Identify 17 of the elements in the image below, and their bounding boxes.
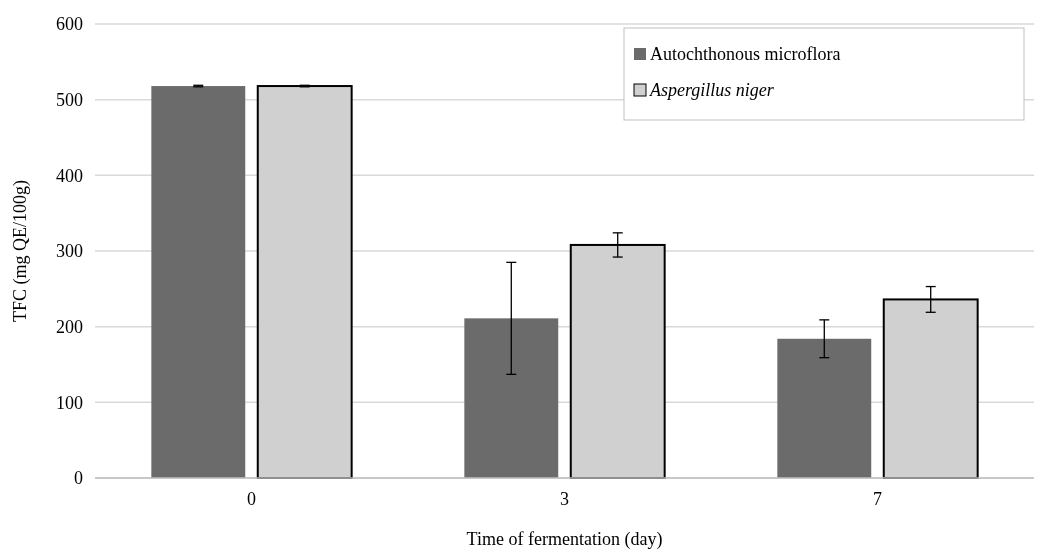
bar — [151, 86, 246, 478]
bar — [777, 338, 872, 478]
x-axis-title: Time of fermentation (day) — [466, 529, 663, 550]
legend-label: Aspergillus niger — [649, 80, 775, 101]
x-tick-label: 3 — [560, 489, 569, 509]
y-tick-label: 0 — [74, 468, 83, 489]
y-tick-label: 100 — [56, 392, 83, 413]
y-tick-label: 200 — [56, 316, 83, 337]
y-tick-label: 300 — [56, 241, 83, 262]
legend-label: Autochthonous microflora — [650, 44, 841, 65]
x-tick-label: 0 — [247, 489, 256, 509]
y-tick-label: 400 — [56, 165, 83, 186]
x-tick-label: 7 — [873, 489, 882, 509]
bar — [464, 318, 559, 478]
y-axis-title: TFC (mg QE/100g) — [10, 180, 31, 322]
y-tick-label: 500 — [56, 89, 83, 110]
y-tick-label: 600 — [56, 14, 83, 35]
